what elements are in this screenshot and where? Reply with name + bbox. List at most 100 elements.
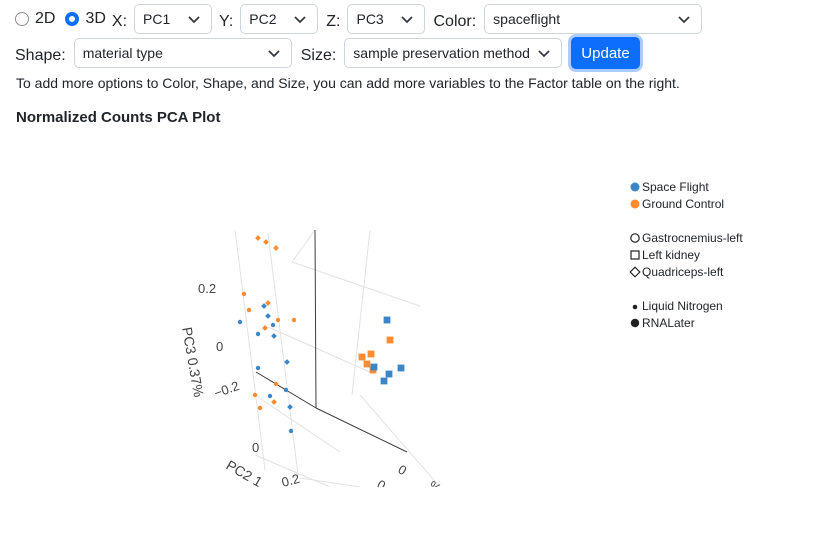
x-axis-value: PC1 xyxy=(143,11,171,27)
data-point-ground-diamond[interactable] xyxy=(271,399,277,405)
data-point-ground-diamond[interactable] xyxy=(273,245,279,251)
data-point-ground-circle[interactable] xyxy=(252,392,258,398)
chevron-down-icon xyxy=(294,16,306,24)
data-point-ground-diamond[interactable] xyxy=(255,235,261,241)
legend-item-quadriceps[interactable]: Quadriceps-left xyxy=(628,263,743,280)
x-axis-label: X: xyxy=(111,13,128,30)
data-point-space-circle[interactable] xyxy=(267,393,273,399)
z-tick-label: −0.2 xyxy=(212,378,241,401)
z-axis-title: PC3 0.37% xyxy=(179,326,207,399)
legend-item-rnalater[interactable]: RNALater xyxy=(628,314,743,331)
x-axis-select[interactable]: PC1 xyxy=(134,4,213,34)
legend-label: Quadriceps-left xyxy=(642,264,724,279)
legend-label: RNALater xyxy=(642,315,695,330)
view-3d-label: 3D xyxy=(85,10,106,27)
y-tick-label: 0.2 xyxy=(280,471,301,490)
data-point-space-square[interactable] xyxy=(397,364,405,372)
data-point-ground-square[interactable] xyxy=(358,353,366,361)
axis-lines xyxy=(255,229,408,453)
data-point-ground-square[interactable] xyxy=(386,336,394,344)
filled-circle-icon xyxy=(630,199,640,208)
z-axis-select[interactable]: PC3 xyxy=(347,4,426,34)
help-text: To add more options to Color, Shape, and… xyxy=(16,75,680,91)
view-2d-option[interactable]: 2D xyxy=(15,10,55,28)
data-point-ground-circle[interactable] xyxy=(241,291,247,297)
data-point-ground-circle[interactable] xyxy=(246,307,252,313)
data-point-space-circle[interactable] xyxy=(288,428,294,434)
data-point-ground-circle[interactable] xyxy=(273,381,279,387)
y-axis-title: PC2 1 xyxy=(224,457,266,490)
y-axis-value: PC2 xyxy=(249,11,277,27)
legend-item-gastrocnemius[interactable]: Gastrocnemius-left xyxy=(628,229,743,246)
size-label: Size: xyxy=(300,47,337,64)
data-point-space-circle[interactable] xyxy=(255,365,261,371)
legend-label: Gastrocnemius-left xyxy=(642,230,743,245)
legend-item-liquid-nitrogen[interactable]: Liquid Nitrogen xyxy=(628,297,743,314)
data-points xyxy=(237,235,405,434)
legend-label: Liquid Nitrogen xyxy=(642,298,723,313)
data-point-ground-diamond[interactable] xyxy=(262,325,268,331)
plot-legend: Space Flight Ground Control Gastrocnemiu… xyxy=(628,178,743,331)
style-controls-row: Shape: material type Size: sample preser… xyxy=(0,37,640,69)
size-select[interactable]: sample preservation method xyxy=(344,38,563,68)
data-point-space-diamond[interactable] xyxy=(265,313,271,319)
z-tick-label: 0 xyxy=(216,339,223,354)
data-point-space-diamond[interactable] xyxy=(287,404,293,410)
legend-label: Left kidney xyxy=(642,247,701,262)
x-tick-label: 0 xyxy=(396,462,410,479)
data-point-ground-diamond[interactable] xyxy=(265,300,271,306)
y-tick-label: 0 xyxy=(252,440,259,455)
view-3d-radio[interactable] xyxy=(65,12,80,26)
shape-select[interactable]: material type xyxy=(73,38,292,68)
open-diamond-icon xyxy=(629,265,641,278)
color-value: spaceflight xyxy=(493,11,561,27)
plot-title: Normalized Counts PCA Plot xyxy=(16,109,221,126)
data-point-space-diamond[interactable] xyxy=(271,333,277,339)
legend-item-space-flight[interactable]: Space Flight xyxy=(628,178,743,195)
data-point-space-square[interactable] xyxy=(380,377,388,385)
large-dot-icon xyxy=(630,318,640,327)
data-point-ground-circle[interactable] xyxy=(291,317,297,323)
legend-label: Space Flight xyxy=(642,179,709,194)
z-tick-label: 0.2 xyxy=(198,281,216,296)
update-button[interactable]: Update xyxy=(571,37,640,69)
filled-circle-icon xyxy=(630,182,640,191)
data-point-space-square[interactable] xyxy=(385,370,393,378)
shape-label: Shape: xyxy=(15,47,66,64)
x-tick-label: % xyxy=(427,478,445,497)
legend-item-left-kidney[interactable]: Left kidney xyxy=(628,246,743,263)
chevron-down-icon xyxy=(401,16,414,24)
view-3d-option[interactable]: 3D xyxy=(65,10,106,28)
data-point-space-circle[interactable] xyxy=(270,322,276,328)
y-axis-select[interactable]: PC2 xyxy=(240,4,319,34)
view-2d-radio[interactable] xyxy=(15,12,29,26)
grid-lines xyxy=(234,229,441,487)
data-point-space-circle[interactable] xyxy=(283,387,289,393)
data-point-ground-circle[interactable] xyxy=(275,317,281,323)
data-point-space-diamond[interactable] xyxy=(284,359,290,365)
color-label: Color: xyxy=(433,13,477,30)
open-square-icon xyxy=(630,249,640,260)
chevron-down-icon xyxy=(678,16,690,24)
data-point-ground-square[interactable] xyxy=(363,360,371,368)
legend-label: Ground Control xyxy=(642,196,725,211)
data-point-ground-diamond[interactable] xyxy=(263,239,269,245)
data-point-space-diamond[interactable] xyxy=(261,303,267,309)
axis-controls-row: 2D 3D X: PC1 Y: PC2 Z: PC3 Color: spacef… xyxy=(0,4,703,34)
legend-item-ground-control[interactable]: Ground Control xyxy=(628,195,743,212)
data-point-space-square[interactable] xyxy=(383,316,391,324)
data-point-space-square[interactable] xyxy=(370,363,378,371)
chevron-down-icon xyxy=(188,16,200,24)
data-point-space-circle[interactable] xyxy=(255,331,261,337)
chevron-down-icon xyxy=(268,50,280,58)
color-select[interactable]: spaceflight xyxy=(484,4,703,34)
shape-value: material type xyxy=(82,45,163,61)
z-axis-label: Z: xyxy=(326,13,341,30)
small-dot-icon xyxy=(632,304,638,309)
data-point-ground-circle[interactable] xyxy=(257,405,263,411)
data-point-ground-square[interactable] xyxy=(367,350,375,358)
view-2d-label: 2D xyxy=(35,10,56,27)
size-value: sample preservation method xyxy=(353,45,530,61)
data-point-space-circle[interactable] xyxy=(237,319,243,325)
